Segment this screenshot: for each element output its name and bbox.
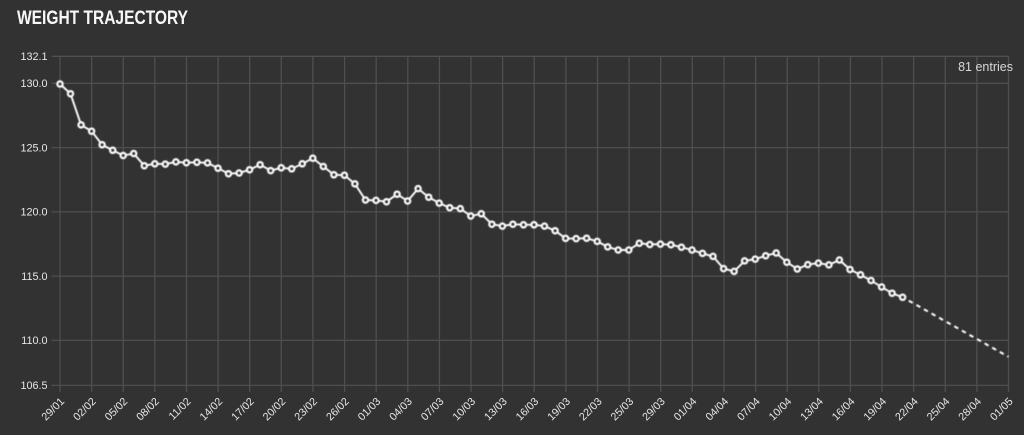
svg-text:106.5: 106.5: [20, 380, 47, 392]
svg-text:WEIGHT TRAJECTORY: WEIGHT TRAJECTORY: [17, 7, 188, 29]
svg-text:110.0: 110.0: [21, 335, 47, 347]
svg-text:125.0: 125.0: [20, 142, 47, 154]
svg-text:115.0: 115.0: [21, 271, 47, 283]
svg-text:120.0: 120.0: [20, 207, 47, 219]
svg-text:132.1: 132.1: [20, 51, 47, 63]
svg-text:81 entries: 81 entries: [958, 60, 1013, 74]
svg-text:130.0: 130.0: [20, 78, 47, 90]
